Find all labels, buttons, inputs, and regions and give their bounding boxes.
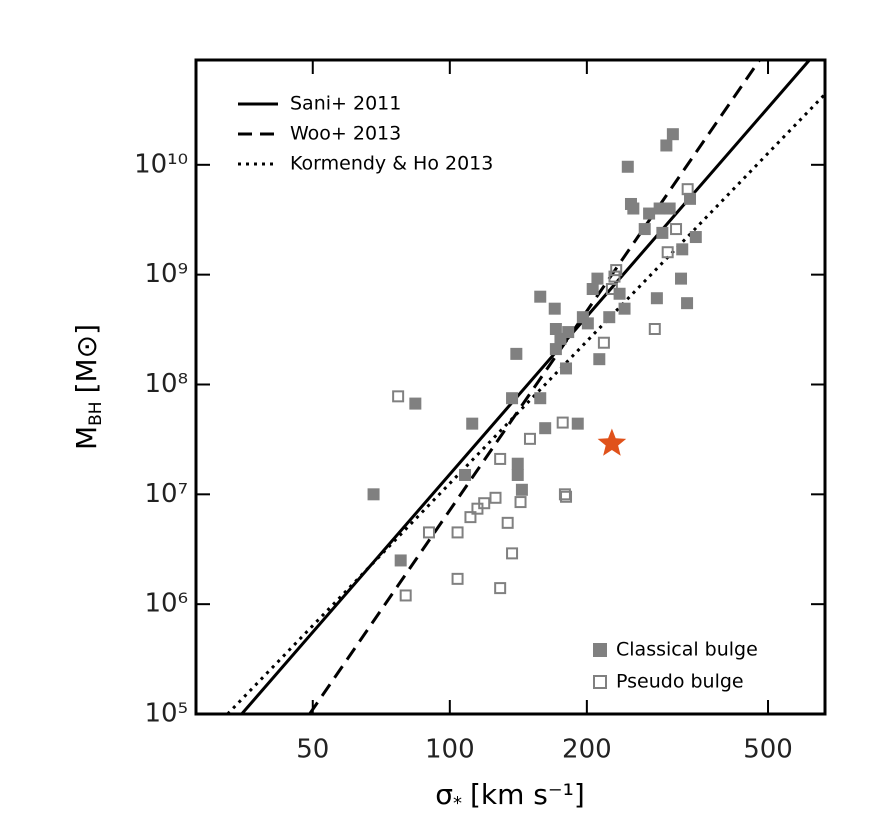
data-point [560,362,573,375]
data-point [501,516,514,529]
x-tick-label: 500 [743,735,793,765]
data-point [534,290,547,303]
data-point [399,589,412,602]
legend-marker [593,643,607,657]
data-point [510,347,523,360]
x-tick-label: 100 [425,735,475,765]
data-point [506,547,519,560]
legend-label: Woo+ 2013 [290,123,401,145]
data-point [451,526,464,539]
data-point [558,488,571,501]
data-point [392,390,405,403]
plot-frame [194,58,827,716]
data-point [621,160,634,173]
y-axis-label: MBH [M⊙] [70,324,106,450]
data-point [478,497,491,510]
data-point [593,353,606,366]
data-point [562,326,575,339]
data-point [676,243,689,256]
y-tick-label: 10¹⁰ [134,149,188,179]
data-point [581,317,594,330]
highlight-star [597,428,627,456]
y-tick-label: 10⁵ [144,699,188,729]
data-point [409,397,422,410]
data-point [689,231,702,244]
data-point [627,202,640,215]
x-label-sub: * [453,793,462,814]
data-point [608,270,621,283]
data-point [675,272,688,285]
data-point [549,323,562,336]
data-point [681,297,694,310]
x-label-unit: [km s⁻¹] [470,778,585,811]
data-point [618,302,631,315]
data-point [554,332,567,345]
data-point [494,452,507,465]
x-label-main: σ [435,778,453,811]
data-point [681,183,694,196]
data-point [643,207,656,220]
data-point [367,488,380,501]
data-point [514,496,527,509]
data-point [610,264,623,277]
data-point [656,226,669,239]
data-point [489,491,502,504]
data-point [650,292,663,305]
data-point [653,202,666,215]
y-tick-label: 10⁸ [144,369,188,399]
legend-label: Sani+ 2011 [290,93,401,115]
data-point [548,302,561,315]
y-tick-label: 10⁷ [144,479,188,509]
x-axis-label: σ* [km s⁻¹] [435,778,585,814]
y-label-main: M [70,426,103,450]
legend-marker [593,675,607,689]
data-point [506,392,519,405]
data-point [684,192,697,205]
data-point [605,283,618,296]
data-point [539,422,552,435]
data-point [586,283,599,296]
y-tick-label: 10⁹ [144,259,188,289]
data-point [459,468,472,481]
data-point [571,417,584,430]
data-point [556,416,569,429]
data-point [638,223,651,236]
data-point [661,246,674,259]
data-point [670,223,683,236]
plot-area [226,60,825,714]
data-point [422,526,435,539]
legend-label: Pseudo bulge [616,671,744,693]
data-point [515,483,528,496]
relation-line [308,60,762,714]
data-point [660,139,673,152]
data-point [511,468,524,481]
data-point [534,392,547,405]
data-point [511,457,524,470]
data-point [494,582,507,595]
data-point [451,572,464,585]
data-point [648,323,661,336]
data-point [597,336,610,349]
data-point [560,490,573,503]
y-label-unit: [M⊙] [70,324,103,393]
data-point [603,311,616,324]
legend-label: Kormendy & Ho 2013 [290,153,493,175]
data-point [466,417,479,430]
y-label-sub: BH [86,401,106,425]
data-point [394,554,407,567]
relation-line [240,60,812,714]
data-point [549,343,562,356]
x-tick-label: 200 [562,735,612,765]
x-tick-label: 50 [296,735,329,765]
y-tick-label: 10⁶ [144,589,188,619]
data-point [663,202,676,215]
data-point [666,128,679,141]
data-point [523,432,536,445]
data-point [591,272,604,285]
legend-label: Classical bulge [616,639,758,661]
data-point [464,511,477,524]
relation-line [226,93,825,714]
